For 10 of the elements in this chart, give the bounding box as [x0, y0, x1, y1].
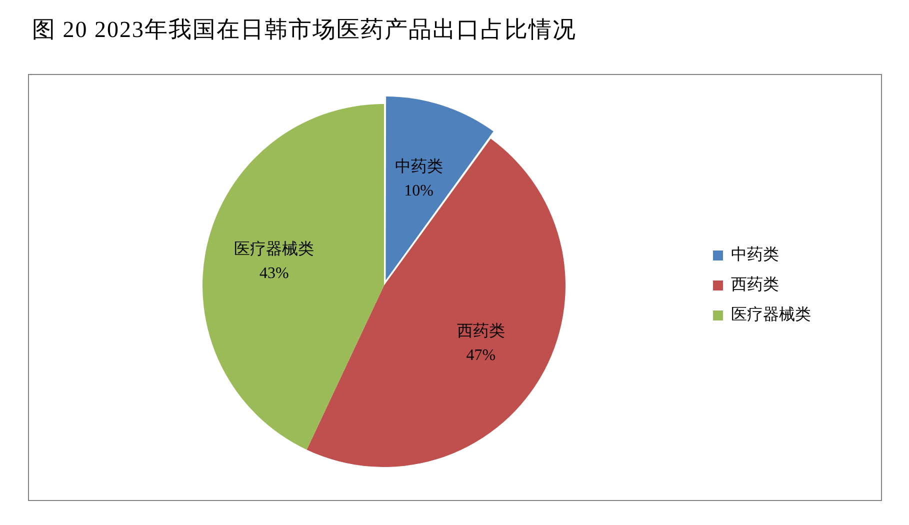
legend-label: 西药类	[731, 276, 779, 294]
legend-label: 医疗器械类	[731, 306, 811, 324]
data-label: 10%	[404, 182, 434, 200]
slice-label: 中药类	[394, 158, 443, 176]
data-label: 47%	[466, 346, 496, 364]
legend-label: 中药类	[731, 246, 779, 264]
slice-label: 西药类	[456, 322, 505, 340]
data-label: 43%	[260, 265, 289, 282]
chart-title: 图 20 2023年我国在日韩市场医药产品出口占比情况	[31, 16, 578, 44]
slice-label: 医疗器械类	[234, 240, 314, 258]
